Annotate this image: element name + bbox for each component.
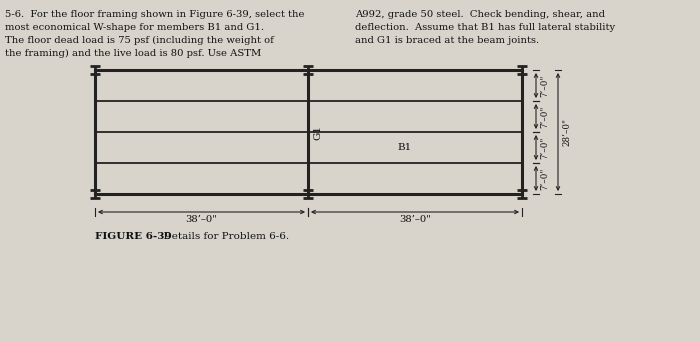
- Text: FIGURE 6-39: FIGURE 6-39: [95, 232, 172, 241]
- Text: 7’–0": 7’–0": [540, 74, 549, 97]
- Text: B1: B1: [398, 143, 412, 152]
- Text: Details for Problem 6-6.: Details for Problem 6-6.: [157, 232, 289, 241]
- Text: deflection.  Assume that B1 has full lateral stability: deflection. Assume that B1 has full late…: [355, 23, 615, 32]
- Text: 28’–0": 28’–0": [562, 118, 571, 146]
- Text: 7’–0": 7’–0": [540, 136, 549, 159]
- Text: 38’–0": 38’–0": [399, 215, 431, 224]
- Text: 38’–0": 38’–0": [186, 215, 218, 224]
- Text: A992, grade 50 steel.  Check bending, shear, and: A992, grade 50 steel. Check bending, she…: [355, 10, 605, 19]
- Text: and G1 is braced at the beam joints.: and G1 is braced at the beam joints.: [355, 36, 539, 45]
- Text: 5-6.  For the floor framing shown in Figure 6-39, select the: 5-6. For the floor framing shown in Figu…: [5, 10, 304, 19]
- Text: 7’–0": 7’–0": [540, 105, 549, 128]
- Text: 7’–0": 7’–0": [540, 167, 549, 190]
- Text: the framing) and the live load is 80 psf. Use ASTM: the framing) and the live load is 80 psf…: [5, 49, 261, 58]
- Text: G1: G1: [313, 124, 322, 140]
- Text: most economical W-shape for members B1 and G1.: most economical W-shape for members B1 a…: [5, 23, 264, 32]
- Text: The floor dead load is 75 psf (including the weight of: The floor dead load is 75 psf (including…: [5, 36, 274, 45]
